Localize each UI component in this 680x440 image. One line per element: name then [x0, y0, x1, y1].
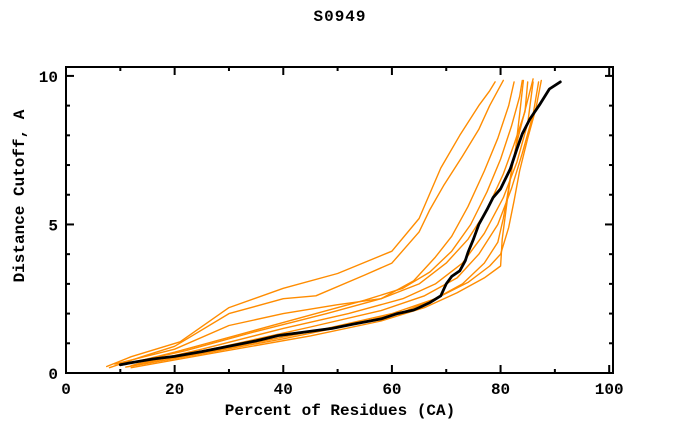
y-tick-label: 0	[48, 366, 58, 384]
x-tick-label: 40	[274, 381, 293, 399]
orange-curve-5	[125, 81, 529, 365]
orange-curve-7	[135, 81, 540, 365]
x-tick-label: 80	[491, 381, 510, 399]
orange-curve-9	[130, 78, 534, 369]
orange-curve-1	[105, 81, 496, 368]
orange-curve-2	[108, 79, 504, 369]
y-tick-label: 10	[39, 69, 58, 87]
orange-curve-4	[119, 79, 523, 367]
x-axis-label: Percent of Residues (CA)	[224, 402, 456, 420]
x-tick-label: 20	[165, 381, 184, 399]
x-tick-label: 0	[61, 381, 71, 399]
black-reference-curve	[118, 80, 562, 367]
orange-curve-3	[114, 81, 515, 365]
chart-title: S0949	[313, 8, 367, 26]
x-tick-label: 100	[595, 381, 624, 399]
orange-curve-6	[130, 81, 534, 367]
y-tick-label: 5	[48, 217, 58, 235]
x-tick-label: 60	[382, 381, 401, 399]
plot-border	[65, 66, 614, 374]
